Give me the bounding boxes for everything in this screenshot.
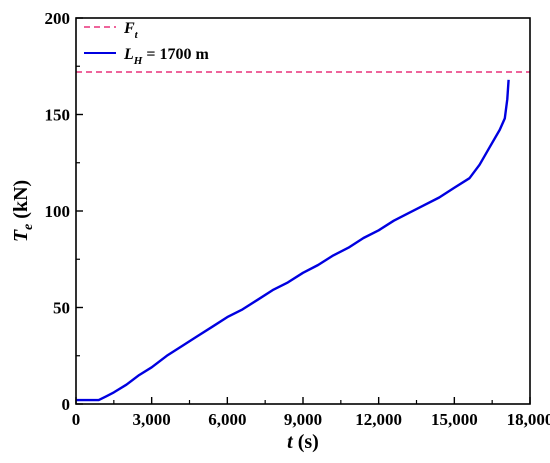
- x-tick-label: 6,000: [208, 410, 246, 429]
- x-axis-title: t (s): [287, 431, 319, 453]
- x-tick-label: 12,000: [355, 410, 402, 429]
- y-tick-label: 50: [53, 299, 70, 318]
- y-axis-title-sub: e: [21, 224, 36, 230]
- legend-label-lh-main: L: [123, 46, 134, 63]
- y-tick-label: 0: [62, 395, 71, 414]
- y-tick-label: 100: [45, 202, 71, 221]
- x-axis-title-main: t: [287, 431, 294, 453]
- legend-label-ft-main: F: [123, 20, 135, 37]
- legend-label-lh: LH = 1700 m: [123, 46, 209, 67]
- legend: Ft LH = 1700 m: [84, 20, 209, 67]
- legend-label-ft-sub: t: [135, 29, 139, 41]
- x-tick-label: 15,000: [431, 410, 478, 429]
- x-tick-label: 9,000: [284, 410, 322, 429]
- axis-ticks: [75, 17, 531, 405]
- legend-label-ft: Ft: [123, 20, 139, 41]
- y-axis-title: Te (kN): [10, 180, 36, 242]
- x-tick-label: 3,000: [133, 410, 171, 429]
- y-tick-label: 150: [45, 106, 71, 125]
- series-line-lh: [76, 79, 510, 402]
- tick-labels: 0 3,000 6,000 9,000 12,000 15,000 18,000 0 50 100…: [45, 9, 550, 429]
- y-tick-label: 200: [45, 9, 71, 28]
- legend-label-lh-sub: H: [133, 55, 143, 67]
- x-tick-label: 0: [72, 410, 81, 429]
- legend-label-lh-suffix: = 1700 m: [142, 46, 209, 63]
- plot-area-frame: [75, 17, 531, 405]
- series-lines: [76, 71, 530, 402]
- y-axis-title-main: T: [10, 229, 32, 242]
- x-axis-title-unit: (s): [293, 431, 319, 453]
- y-axis-title-unit: (kN): [10, 180, 32, 224]
- x-tick-label: 18,000: [507, 410, 550, 429]
